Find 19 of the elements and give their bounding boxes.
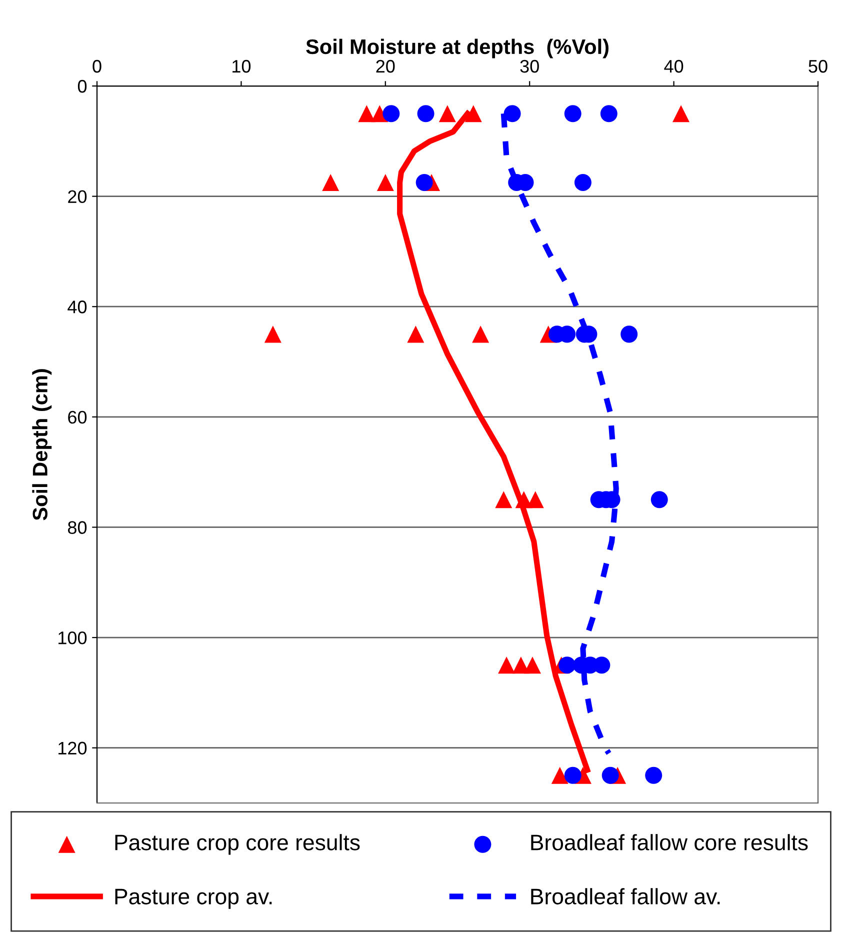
y-axis-title: Soil Depth (cm)	[32, 369, 52, 520]
x-tick-label: 0	[92, 60, 102, 73]
y-tick-label: 100	[58, 631, 87, 644]
legend-label: Broadleaf fallow core results	[531, 834, 808, 850]
x-axis-title: Soil Moisture at depths (%Vol)	[306, 38, 608, 58]
legend-label: Pasture crop av.	[115, 888, 272, 909]
y-tick-label: 80	[68, 521, 87, 534]
x-tick-label: 40	[664, 60, 684, 73]
y-tick-label: 20	[68, 190, 87, 204]
x-tick-label: 10	[232, 60, 251, 73]
x-tick-label: 20	[376, 60, 395, 73]
x-tick-label: 50	[808, 60, 828, 73]
legend-label: Broadleaf fallow av.	[531, 888, 720, 904]
y-tick-label: 60	[68, 410, 87, 424]
y-tick-label: 40	[68, 300, 87, 314]
y-tick-label: 120	[58, 742, 87, 755]
y-tick-label: 0	[78, 80, 87, 93]
x-tick-label: 30	[520, 60, 539, 73]
legend-label: Pasture crop core results	[115, 834, 360, 855]
